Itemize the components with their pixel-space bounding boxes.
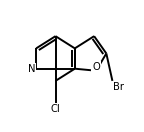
Text: O: O: [92, 62, 100, 72]
Text: Cl: Cl: [51, 104, 60, 114]
Text: Br: Br: [113, 82, 124, 92]
Text: N: N: [28, 64, 35, 74]
